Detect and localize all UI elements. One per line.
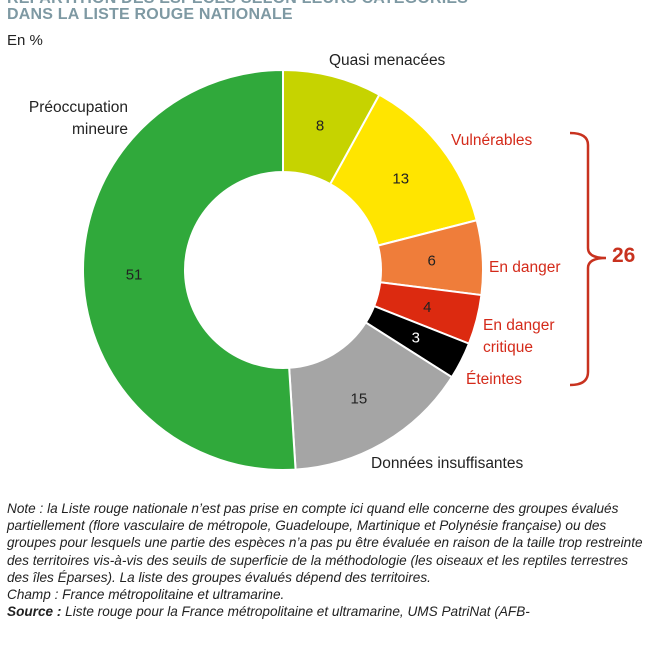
threatened-total: 26 (612, 244, 636, 267)
chart-title-line1: RÉPARTITION DES ESPÈCES SELON LEURS CATÉ… (7, 0, 468, 8)
label-en-danger: En danger (489, 259, 561, 276)
champ-text: Champ : France métropolitaine et ultrama… (7, 587, 285, 603)
source-text: Source : Liste rouge pour la France métr… (7, 603, 647, 620)
label-preoccupation-2: mineure (72, 121, 128, 138)
slice-value-label: 8 (316, 118, 324, 135)
slice-value-label: 3 (412, 330, 420, 347)
label-donnees-insuffisantes: Données insuffisantes (371, 455, 524, 472)
label-en-danger-critique-1: En danger (483, 317, 555, 334)
slice-value-label: 13 (392, 171, 409, 188)
note-body: la Liste rouge nationale n’est pas prise… (7, 501, 643, 585)
label-eteintes: Éteintes (466, 371, 523, 388)
source-body: Liste rouge pour la France métropolitain… (65, 604, 530, 620)
slice-value-label: 15 (351, 390, 368, 407)
footnote: Note : la Liste rouge nationale n’est pa… (7, 500, 647, 620)
slice-value-label: 4 (423, 299, 431, 316)
label-quasi-menacees: Quasi menacées (329, 52, 446, 69)
slice-value-label: 6 (428, 253, 436, 270)
slice-6 (81, 68, 297, 471)
note-text: Note : la Liste rouge nationale n’est pa… (7, 500, 647, 586)
slice-value-label: 51 (126, 267, 143, 284)
label-preoccupation-1: Préoccupation (28, 99, 128, 116)
note-label: Note : (7, 501, 44, 516)
label-en-danger-critique-2: critique (483, 339, 533, 356)
threatened-bracket (569, 131, 607, 387)
label-vulnerables: Vulnérables (451, 132, 533, 149)
chart-title-line2: DANS LA LISTE ROUGE NATIONALE (7, 6, 293, 23)
source-label: Source : (7, 604, 62, 620)
unit-label: En % (7, 32, 43, 49)
donut-chart: 8 13 6 43 15 51 (81, 68, 607, 471)
